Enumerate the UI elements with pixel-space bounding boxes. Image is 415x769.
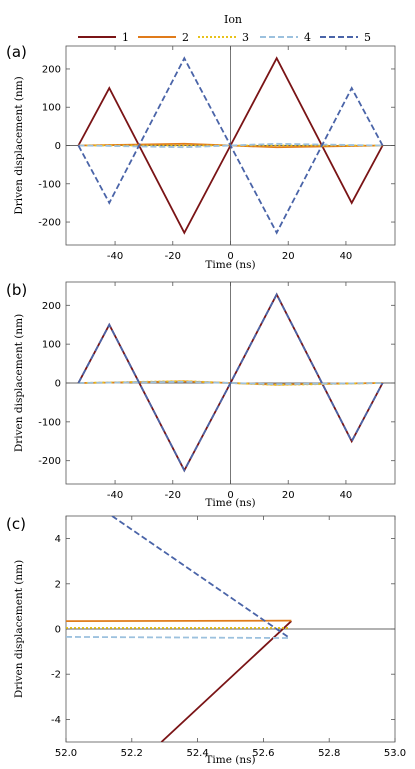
y-tick-label: 100 [42, 340, 61, 351]
y-tick-label: -4 [51, 715, 61, 726]
x-tick-label: 20 [282, 490, 295, 501]
y-tick-label: 0 [55, 625, 61, 636]
y-axis-label: Driven displacement (nm) [13, 560, 25, 698]
x-tick-label: 52.4 [186, 748, 208, 759]
panel-3: 52.0 52.2 52.4 52.6 52.8 53.0 -4 -2 0 2 4 (c) Time (… [6, 515, 406, 766]
y-axis-label: Driven displacement (nm) [13, 314, 25, 452]
x-tick-label: -20 [165, 490, 181, 501]
y-tick-label: 200 [42, 64, 61, 75]
x-tick-label: 40 [340, 251, 353, 262]
y-tick-label: 200 [42, 301, 61, 312]
y-axis-label: Driven displacement (nm) [13, 76, 25, 214]
y-tick-label: 0 [55, 379, 61, 390]
legend-entry-4: 4 [260, 31, 311, 44]
series-line-ion-5 [77, 56, 384, 235]
x-axis-label: Time (ns) [205, 497, 255, 509]
x-tick-label: 0 [227, 490, 233, 501]
legend: Ion 1 2 3 4 5 [78, 13, 371, 44]
series-line-ion-5 [77, 292, 384, 473]
y-tick-label: 2 [55, 579, 61, 590]
y-tick-label: 0 [55, 141, 61, 152]
x-tick-label: 53.0 [384, 748, 406, 759]
y-tick-label: 100 [42, 103, 61, 114]
x-tick-label: -20 [165, 251, 181, 262]
panel-label: (b) [6, 281, 27, 299]
legend-label: 2 [182, 31, 189, 44]
legend-entry-2: 2 [138, 31, 189, 44]
panel-label: (c) [6, 515, 26, 533]
x-tick-label: 52.6 [252, 748, 274, 759]
legend-label: 1 [122, 31, 129, 44]
legend-entry-3: 3 [198, 31, 249, 44]
series-line-ion-4 [66, 636, 290, 639]
x-axis-label: Time (ns) [205, 259, 255, 271]
legend-label: 5 [364, 31, 371, 44]
x-tick-label: -40 [107, 490, 123, 501]
series-line-ion-4 [78, 380, 383, 386]
series-group [77, 292, 384, 473]
series-group [66, 516, 292, 742]
y-tick-label: -200 [38, 218, 61, 229]
legend-entry-1: 1 [78, 31, 129, 44]
x-tick-label: 20 [282, 251, 295, 262]
series-line-ion-5 [111, 516, 291, 639]
x-axis-label: Time (ns) [205, 754, 255, 766]
x-tick-label: 52.8 [318, 748, 340, 759]
x-tick-label: 52.2 [121, 748, 143, 759]
legend-title: Ion [224, 13, 242, 26]
y-tick-label: -2 [51, 670, 61, 681]
y-tick-label: -100 [38, 417, 61, 428]
x-tick-label: 40 [340, 490, 353, 501]
series-line-ion-4 [78, 142, 383, 149]
y-tick-label: -100 [38, 179, 61, 190]
series-group [77, 56, 384, 235]
y-tick-label: -200 [38, 456, 61, 467]
panel-label: (a) [6, 43, 27, 61]
x-tick-label: 52.0 [55, 748, 77, 759]
legend-entry-5: 5 [320, 31, 371, 44]
legend-label: 3 [242, 31, 249, 44]
x-tick-label: -40 [107, 251, 123, 262]
legend-label: 4 [304, 31, 311, 44]
x-tick-label: 0 [227, 251, 233, 262]
y-tick-label: 4 [55, 534, 61, 545]
series-line-ion-1 [160, 620, 292, 742]
